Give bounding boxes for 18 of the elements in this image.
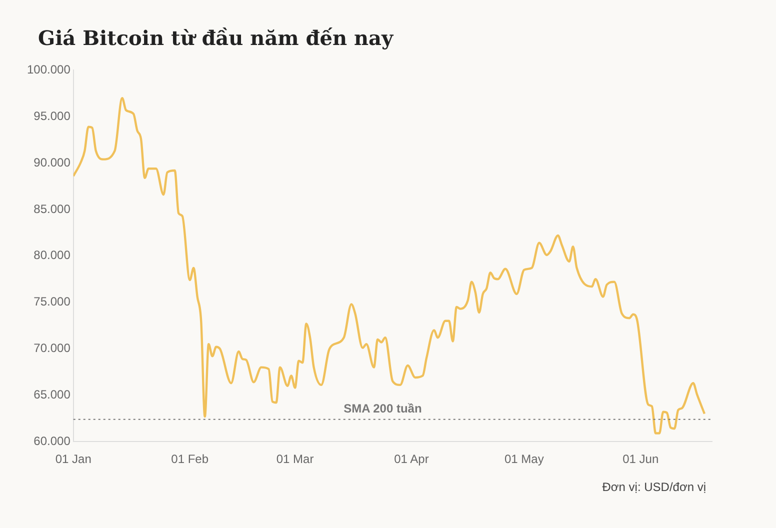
y-tick-label: 70.000 — [34, 341, 71, 356]
y-tick-label: 80.000 — [34, 248, 71, 262]
x-tick-label: 01 Mar — [276, 452, 314, 466]
x-tick-label: 01 Feb — [171, 452, 209, 466]
y-tick-label: 85.000 — [34, 202, 71, 216]
x-tick-label: 01 May — [504, 452, 544, 466]
x-tick-label: 01 Apr — [394, 452, 429, 466]
x-tick-label: 01 Jun — [622, 452, 659, 466]
chart-title: Giá Bitcoin từ đầu năm đến nay — [38, 26, 394, 50]
x-tick-label: 01 Jan — [55, 452, 92, 466]
text: Đơn vị: USD/đơn vị — [602, 480, 706, 494]
y-tick-label: 75.000 — [34, 294, 71, 309]
y-tick-label: 90.000 — [34, 155, 71, 170]
y-tick-label: 65.000 — [34, 387, 71, 402]
ref-line-label: SMA 200 tuần — [344, 401, 422, 416]
y-tick-label: 60.000 — [34, 434, 71, 448]
y-tick-label: 95.000 — [34, 108, 71, 123]
y-tick-label: 100.000 — [26, 62, 71, 77]
